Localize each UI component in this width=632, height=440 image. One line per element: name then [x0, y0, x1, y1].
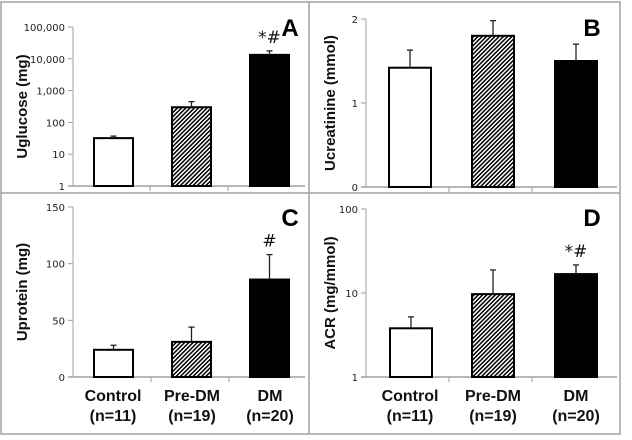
y-tick-label: 100: [339, 205, 358, 216]
y-tick-label: 150: [46, 203, 65, 214]
y-tick-label: 50: [52, 316, 65, 327]
panel-b: 0 1 2 Ucreatinine (mmol) B: [322, 15, 617, 194]
bar-pre-dm: [171, 340, 212, 379]
y-tick-label: 0: [59, 373, 65, 384]
significance-marker: *#: [258, 28, 281, 48]
bar-dm: [554, 60, 598, 188]
y-tick-label: 100: [46, 118, 65, 129]
bar-control: [388, 66, 432, 188]
y-axis-title: Ucreatinine (mmol): [322, 35, 339, 171]
significance-marker: *#: [565, 242, 588, 262]
bar-control: [93, 348, 134, 378]
y-tick-label: 10,000: [30, 55, 65, 66]
y-axis-title: Uglucose (mg): [14, 54, 31, 158]
x-tick-label-pre-dm: Pre-DM: [465, 388, 521, 405]
x-tick-label-pre-dm-n: (n=19): [469, 408, 517, 425]
panel-letter: C: [281, 205, 298, 232]
bar-dm: [554, 273, 598, 378]
y-tick-label: 10: [345, 289, 358, 300]
x-tick-label-dm: DM: [564, 388, 589, 405]
x-tick-label-control: Control: [85, 388, 142, 405]
y-tick-label: 10: [52, 150, 65, 161]
x-tick-label-control-n: (n=11): [90, 408, 137, 425]
x-tick-label-control-n: (n=11): [387, 408, 434, 425]
bar-pre-dm: [471, 293, 515, 378]
y-tick-label: 100,000: [24, 23, 65, 34]
bar-pre-dm: [471, 34, 515, 188]
significance-marker: #: [262, 232, 276, 252]
y-tick-label: 1: [352, 373, 358, 384]
y-tick-label: 1: [59, 182, 65, 193]
bar-control: [389, 327, 433, 379]
bar-pre-dm: [171, 106, 212, 187]
x-labels-right: Control (n=11) Pre-DM (n=19) DM (n=20): [382, 388, 600, 425]
figure-frame: [0, 1, 621, 435]
y-axis-title: ACR (mg/mmol): [322, 236, 339, 349]
y-tick-label: 1: [352, 99, 358, 110]
y-axis-title: Uprotein (mg): [14, 243, 31, 341]
y-tick-label: 100: [46, 260, 65, 271]
panel-c: 0 50 100 150 Uprotein (mg) #C: [14, 203, 305, 384]
x-tick-label-dm-n: (n=20): [552, 408, 600, 425]
bar-dm: [249, 278, 290, 378]
panel-letter: B: [583, 15, 600, 42]
x-tick-label-dm-n: (n=20): [246, 408, 294, 425]
bar-control: [93, 137, 134, 187]
panel-a: 1 10 100 1,000 10,000 100,000 Uglucose (mg) *# A: [14, 15, 305, 193]
bar-dm: [249, 53, 290, 188]
x-tick-label-control: Control: [382, 388, 439, 405]
y-tick-label: 1,000: [36, 87, 65, 98]
x-labels-left: Control (n=11) Pre-DM (n=19) DM (n=20): [85, 388, 294, 425]
x-tick-label-dm: DM: [258, 388, 283, 405]
panel-d: 1 10 100 ACR (mg/mmol) *# D: [322, 205, 617, 384]
x-tick-label-pre-dm-n: (n=19): [168, 408, 216, 425]
y-tick-label: 2: [352, 15, 358, 26]
panel-letter: A: [281, 15, 298, 42]
panel-letter: D: [583, 205, 600, 232]
y-tick-label: 0: [352, 183, 358, 194]
x-tick-label-pre-dm: Pre-DM: [164, 388, 220, 405]
